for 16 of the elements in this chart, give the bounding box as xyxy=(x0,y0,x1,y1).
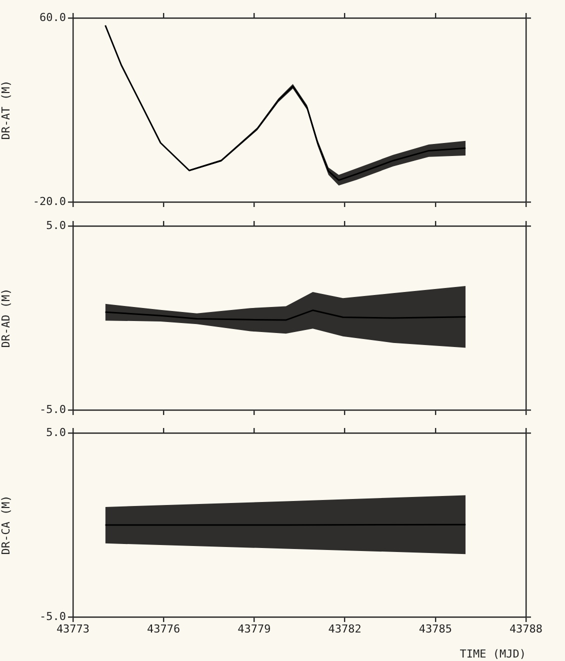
x-axis-title: TIME (MJD) xyxy=(460,647,526,660)
y-tick-label: -5.0 xyxy=(40,610,66,623)
x-tick-label: 43785 xyxy=(418,622,452,636)
y-tick-label: 60.0 xyxy=(40,10,66,24)
y-tick-label: -20.0 xyxy=(32,194,66,208)
y-tick-label: 5.0 xyxy=(46,218,66,232)
x-tick-label: 43782 xyxy=(328,622,362,636)
y-axis-title: DR-AD (M) xyxy=(0,288,12,348)
y-axis-title: DR-CA (M) xyxy=(0,495,12,555)
y-tick-label: 5.0 xyxy=(46,426,66,439)
x-tick-label: 43779 xyxy=(238,622,271,636)
y-axis-title: DR-AT (M) xyxy=(0,80,12,140)
x-tick-label: 43773 xyxy=(56,622,90,636)
x-tick-label: 43788 xyxy=(509,622,543,636)
x-tick-label: 43776 xyxy=(147,622,180,636)
y-tick-label: -5.0 xyxy=(40,402,66,416)
